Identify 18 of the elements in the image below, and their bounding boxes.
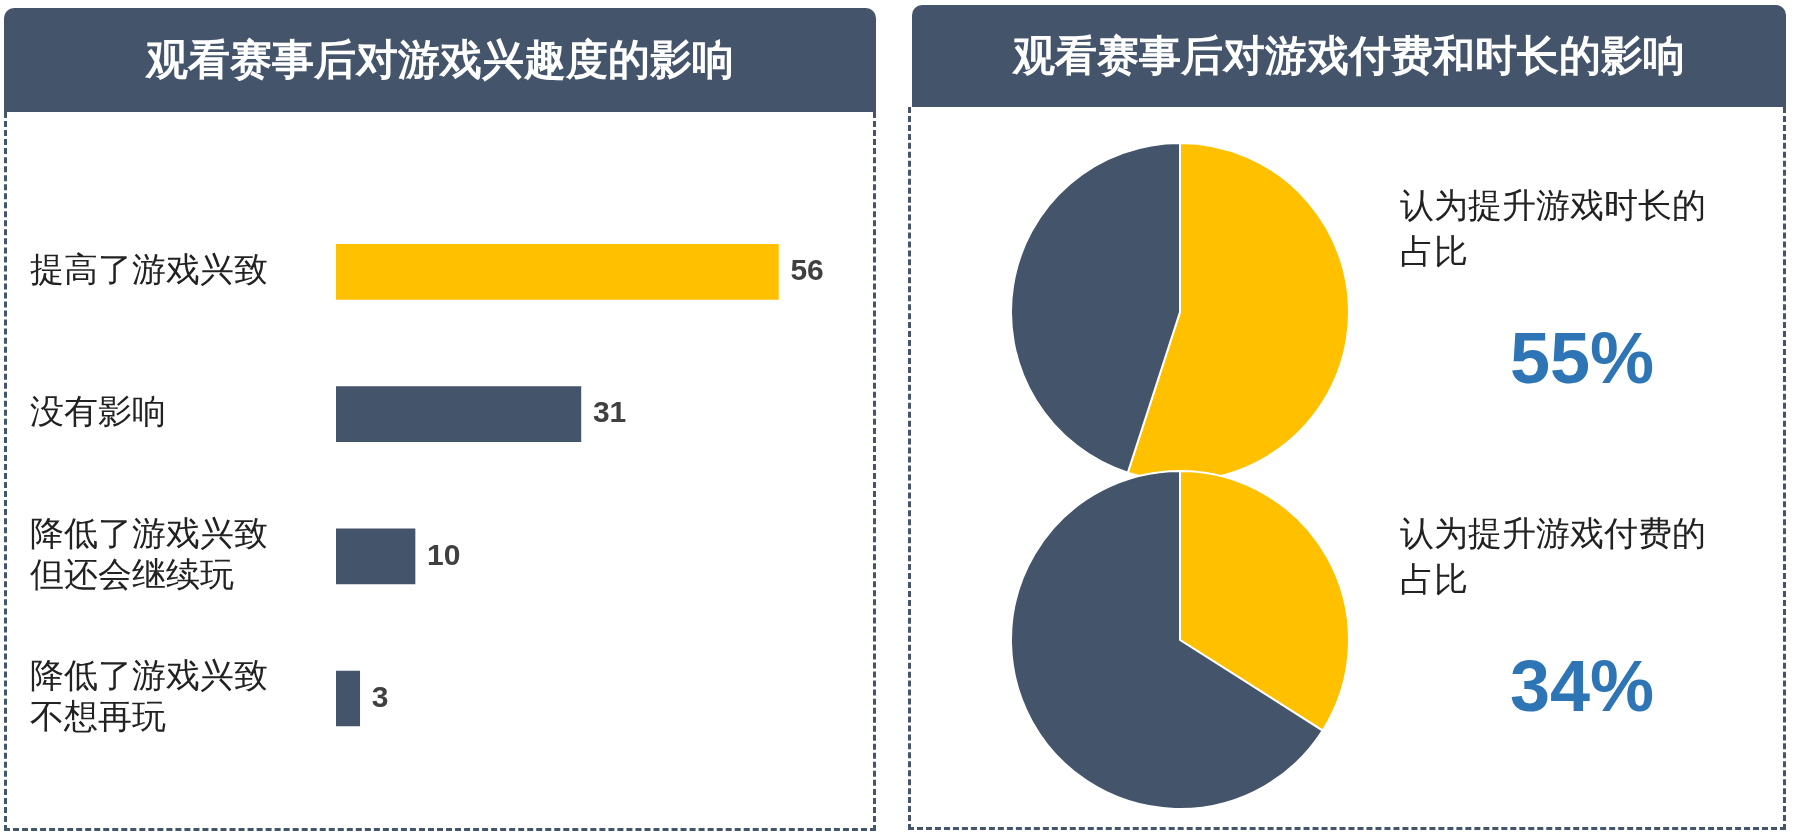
- data-label: 34%: [1510, 645, 1655, 727]
- y-tick-label: 提高了游戏兴致: [30, 248, 268, 289]
- data-label: 3: [371, 679, 389, 713]
- text: 认为提升游戏付费的占比: [1400, 512, 1707, 601]
- data-label: 10: [427, 537, 461, 571]
- bar: [336, 670, 361, 727]
- y-tick-label: 降低了游戏兴致但还会继续玩: [30, 512, 268, 594]
- y-tick-label: 没有影响: [30, 390, 166, 431]
- bar: [336, 244, 779, 300]
- data-label: 55%: [1510, 317, 1655, 399]
- chart-title: 观看赛事后对游戏兴趣度的影响: [4, 8, 876, 112]
- data-label: 31: [592, 395, 627, 429]
- data-label: 56: [790, 253, 824, 287]
- bar: [336, 528, 416, 585]
- chart-title: 观看赛事后对游戏付费和时长的影响: [912, 5, 1786, 107]
- bar: [336, 386, 582, 442]
- y-tick-label: 降低了游戏兴致不想再玩: [30, 654, 268, 736]
- text: 认为提升游戏时长的占比: [1400, 184, 1707, 273]
